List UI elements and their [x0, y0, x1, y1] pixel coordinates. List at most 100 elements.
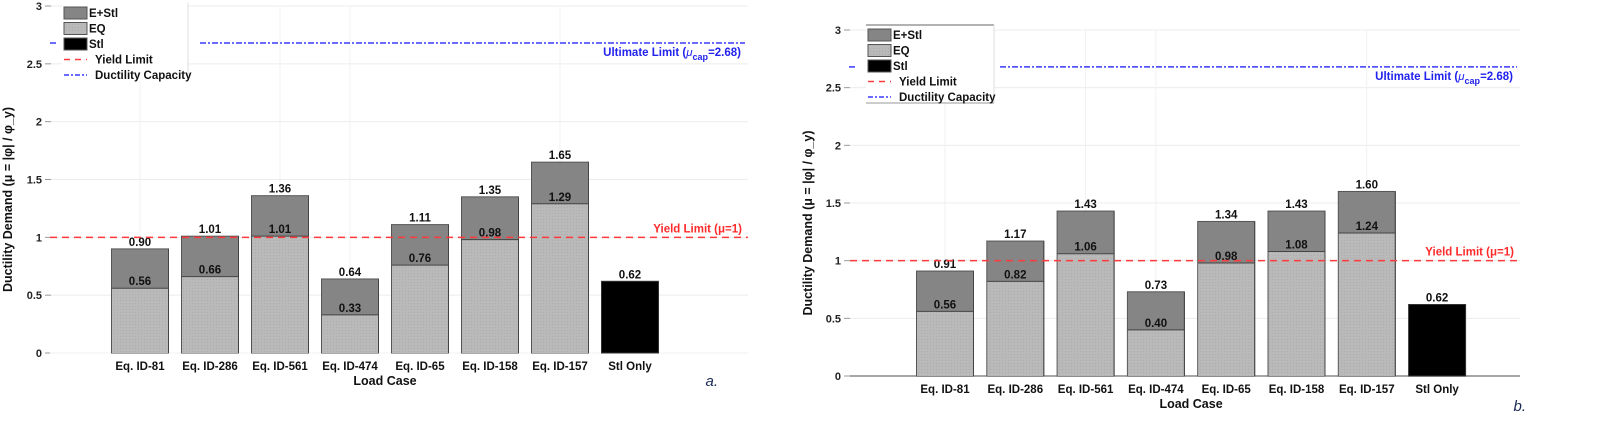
legend-entry-label: Yield Limit	[95, 55, 153, 67]
x-tick-label: Eq. ID-561	[1058, 384, 1114, 396]
data-label-stl: 0.62	[619, 269, 641, 281]
data-label-stl: 0.62	[1426, 292, 1448, 304]
bar-eq	[392, 265, 448, 353]
chart-panel-b: 0 0.5 1 1.5 2 2.5 3 0.91 0.56 Eq. ID-81 1.17 0.82 Eq…	[801, 24, 1526, 415]
data-label-e-stl: 1.35	[479, 185, 502, 197]
x-tick-label: Eq. ID-65	[1202, 384, 1252, 396]
ultimate-limit-annotation: Ultimate Limit (μcap=2.68)	[603, 47, 741, 62]
legend-swatch-e-stl	[63, 6, 88, 20]
y-tick-label: 1	[36, 232, 42, 244]
data-label-e-stl: 1.43	[1074, 199, 1096, 211]
data-label-eq: 0.56	[934, 299, 956, 311]
y-tick-label: 0	[835, 371, 841, 383]
data-label-e-stl: 0.90	[129, 237, 151, 249]
bar-eq	[182, 276, 238, 353]
bar-eq	[917, 311, 973, 376]
y-tick-label: 1.5	[27, 175, 42, 187]
legend-swatch-stl	[63, 37, 88, 51]
data-label-eq: 0.98	[1215, 251, 1238, 263]
data-label-e-stl: 1.43	[1285, 199, 1307, 211]
data-label-eq: 0.56	[129, 276, 151, 288]
x-axis-label: Load Case	[1159, 397, 1222, 411]
x-tick-label: Eq. ID-157	[1339, 384, 1395, 396]
x-axis-label: Load Case	[353, 374, 416, 388]
data-label-eq: 1.29	[549, 192, 571, 204]
legend: E+Stl EQ Stl Yield Limit Ductility Capacity	[62, 3, 192, 82]
data-label-e-stl: 1.60	[1356, 179, 1378, 191]
data-label-e-stl: 1.34	[1215, 209, 1238, 221]
legend-swatch-eq	[867, 44, 892, 57]
x-tick-label: Eq. ID-286	[182, 361, 238, 373]
data-label-eq: 0.33	[339, 303, 361, 315]
bar-stl	[601, 280, 659, 354]
legend-entry-label: E+Stl	[893, 30, 922, 42]
data-label-e-stl: 1.36	[269, 184, 291, 196]
legend-entry-label: E+Stl	[89, 8, 118, 20]
panel-label: b.	[1513, 398, 1526, 415]
x-tick-label: Eq. ID-81	[115, 361, 165, 373]
legend-entry-label: Stl	[893, 61, 908, 73]
y-tick-label: 1	[835, 256, 841, 268]
x-tick-label: Eq. ID-474	[1128, 384, 1184, 396]
bar-eq	[987, 281, 1044, 376]
y-tick-label: 0.5	[826, 313, 841, 325]
y-tick-label: 3	[36, 1, 42, 13]
data-label-e-stl: 1.01	[199, 224, 222, 236]
bar-eq	[462, 239, 518, 353]
data-label-eq: 0.76	[409, 253, 431, 265]
legend-entry-label: Ductility Capacity	[899, 92, 996, 104]
data-label-eq: 1.24	[1356, 221, 1379, 233]
x-tick-label: Eq. ID-286	[987, 384, 1043, 396]
y-tick-label: 2.5	[27, 59, 42, 71]
bar-eq	[1198, 262, 1255, 376]
data-label-eq: 0.82	[1004, 269, 1026, 281]
data-label-e-stl: 0.64	[339, 267, 362, 279]
x-tick-label: Eq. ID-158	[462, 361, 518, 373]
x-tick-label: Stl Only	[608, 361, 652, 373]
bar-eq	[1057, 253, 1114, 376]
x-tick-label: Eq. ID-81	[920, 384, 970, 396]
x-tick-label: Eq. ID-158	[1269, 384, 1325, 396]
data-label-eq: 0.40	[1145, 318, 1167, 330]
bar-eq	[112, 288, 168, 353]
chart-panel-a: 0 0.5 1 1.5 2 2.5 3 0.90 0.56 Eq. ID-81 1.01 0.66 Eq…	[1, 1, 748, 390]
legend-entry-label: EQ	[893, 46, 910, 58]
y-tick-label: 2	[36, 117, 42, 129]
data-label-e-stl: 1.11	[409, 213, 431, 225]
y-axis-label: Ductility Demand (μ = |φ| / φ_y)	[1, 107, 15, 292]
y-tick-label: 2.5	[826, 83, 841, 95]
x-tick-label: Eq. ID-157	[532, 361, 588, 373]
data-label-e-stl: 1.65	[549, 150, 572, 162]
x-tick-label: Eq. ID-474	[322, 361, 378, 373]
legend-entry-label: Yield Limit	[899, 77, 957, 89]
bar-eq	[1127, 329, 1184, 376]
bar-eq	[1268, 251, 1325, 376]
y-tick-label: 2	[835, 140, 841, 152]
bar-eq	[1338, 232, 1395, 376]
legend: E+Stl EQ Stl Yield Limit Ductility Capacity	[866, 24, 996, 104]
y-tick-label: 3	[835, 25, 841, 37]
legend-entry-label: Ductility Capacity	[95, 70, 192, 82]
x-tick-label: Stl Only	[1415, 384, 1459, 396]
y-tick-label: 0.5	[27, 290, 42, 302]
ultimate-limit-annotation: Ultimate Limit (μcap=2.68)	[1375, 71, 1513, 86]
data-label-eq: 0.66	[199, 265, 221, 277]
yield-limit-annotation: Yield Limit (μ=1)	[653, 223, 742, 235]
legend-swatch-e-stl	[867, 28, 892, 42]
y-axis-label: Ductility Demand (μ = |φ| / φ_y)	[801, 131, 815, 316]
y-tick-label: 1.5	[826, 198, 841, 210]
bar-stl	[1408, 303, 1467, 377]
data-label-e-stl: 0.73	[1145, 280, 1167, 292]
bar-eq	[252, 236, 308, 353]
panel-label: a.	[705, 373, 718, 390]
x-tick-label: Eq. ID-561	[252, 361, 308, 373]
legend-entry-label: EQ	[89, 24, 106, 36]
data-label-e-stl: 1.17	[1004, 229, 1026, 241]
data-label-e-stl: 0.91	[934, 259, 957, 271]
bar-eq	[322, 314, 378, 353]
data-label-eq: 1.06	[1074, 242, 1096, 254]
y-tick-label: 0	[36, 348, 42, 360]
legend-swatch-stl	[867, 59, 892, 73]
x-tick-label: Eq. ID-65	[395, 361, 445, 373]
